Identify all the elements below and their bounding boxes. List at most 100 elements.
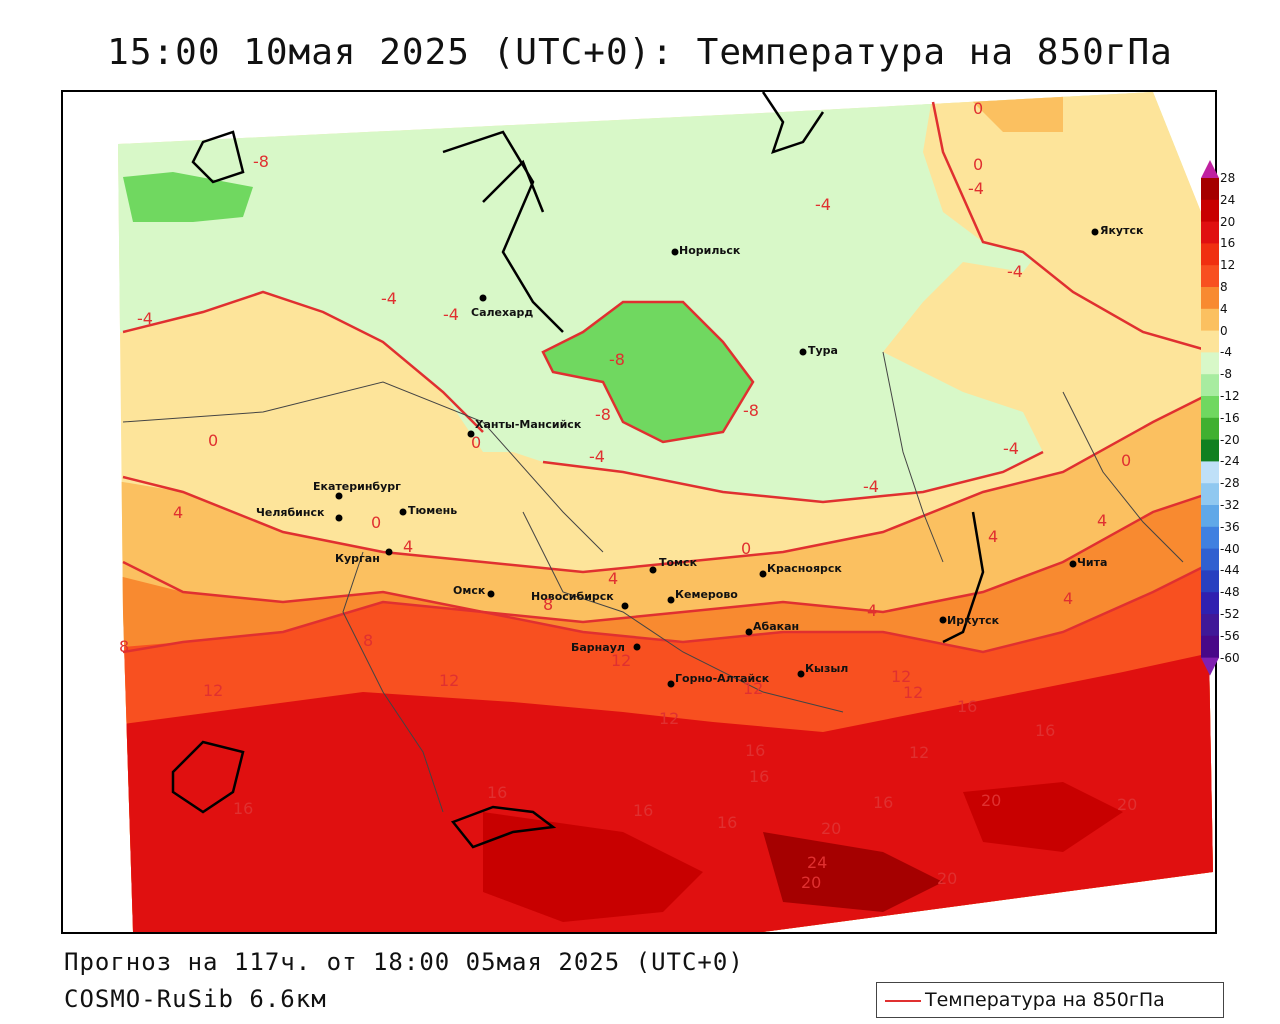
city-label: Якутск bbox=[1100, 224, 1144, 237]
scale-swatch bbox=[1201, 614, 1219, 637]
isoline-label: 20 bbox=[1117, 795, 1137, 814]
scale-swatch bbox=[1201, 439, 1219, 462]
isoline-label: 4 bbox=[1063, 589, 1073, 608]
isoline-label: 20 bbox=[937, 869, 957, 888]
scale-max-arrow bbox=[1201, 160, 1219, 178]
isoline-label: -8 bbox=[595, 405, 611, 424]
scale-swatch bbox=[1201, 330, 1219, 353]
isoline-label: -8 bbox=[743, 401, 759, 420]
scale-tick-label: -60 bbox=[1220, 650, 1240, 665]
isotherm-line-swatch bbox=[885, 1000, 921, 1002]
isoline-label: -8 bbox=[609, 350, 625, 369]
isoline-labels: -8 -4 -4 -4 -4 -4 -8 -8 -8 -4 -4 -4 -4 0… bbox=[119, 99, 1137, 892]
isoline-label: 16 bbox=[957, 697, 977, 716]
map-canvas: Норильск Салехард Тура Якутск Ханты-Манс… bbox=[118, 92, 1214, 932]
isoline-label: -4 bbox=[137, 309, 153, 328]
isoline-label: 16 bbox=[717, 813, 737, 832]
scale-swatch bbox=[1201, 635, 1219, 659]
model-name: COSMO-RuSib 6.6км bbox=[64, 985, 327, 1013]
color-scale-swatches bbox=[1201, 160, 1219, 676]
isoline-label: 4 bbox=[988, 527, 998, 546]
scale-swatch bbox=[1201, 548, 1219, 571]
scale-min-arrow bbox=[1201, 657, 1219, 676]
isoline-label: 16 bbox=[749, 767, 769, 786]
scale-swatch bbox=[1201, 287, 1219, 310]
scale-swatch bbox=[1201, 308, 1219, 332]
isoline-label: 4 bbox=[403, 537, 413, 556]
isoline-label: 16 bbox=[633, 801, 653, 820]
scale-swatch bbox=[1201, 199, 1219, 223]
isoline-label: -4 bbox=[589, 447, 605, 466]
isoline-label: 24 bbox=[807, 853, 827, 872]
city-label: Екатеринбург bbox=[313, 480, 401, 493]
city-label: Омск bbox=[453, 584, 486, 597]
city-label: Иркутск bbox=[947, 614, 1000, 627]
scale-tick-label: -12 bbox=[1220, 389, 1240, 403]
scale-swatch bbox=[1201, 396, 1219, 419]
city-label: Салехард bbox=[471, 306, 533, 319]
coastlines bbox=[171, 92, 985, 849]
scale-tick-label: -48 bbox=[1220, 585, 1240, 600]
city-label: Абакан bbox=[753, 620, 799, 633]
city-label: Норильск bbox=[679, 244, 741, 257]
isoline-label: 0 bbox=[471, 433, 481, 452]
isoline-label: -4 bbox=[381, 289, 397, 308]
scale-swatch bbox=[1201, 483, 1219, 506]
isoline-label: 4 bbox=[173, 503, 183, 522]
map-title: 15:00 10мая 2025 (UTC+0): Температура на… bbox=[107, 32, 1173, 73]
isoline-label: 8 bbox=[119, 637, 129, 656]
scale-tick-label: 8 bbox=[1220, 280, 1228, 294]
scale-swatch bbox=[1201, 352, 1219, 375]
isoline-label: 12 bbox=[891, 667, 911, 686]
scale-tick-label: -20 bbox=[1220, 432, 1240, 447]
isoline-label: 0 bbox=[208, 431, 218, 450]
scale-tick-label: -36 bbox=[1220, 519, 1240, 534]
scale-swatch bbox=[1201, 374, 1219, 397]
isoline-label: 12 bbox=[203, 681, 223, 700]
scale-tick-label: -40 bbox=[1220, 541, 1240, 556]
scale-swatch bbox=[1201, 243, 1219, 266]
city-markers: Норильск Салехард Тура Якутск Ханты-Манс… bbox=[256, 224, 1144, 688]
isotherms bbox=[122, 101, 1214, 654]
scale-swatch bbox=[1201, 417, 1219, 441]
scale-tick-label: 20 bbox=[1220, 214, 1236, 229]
isoline-label: 0 bbox=[973, 155, 983, 174]
scale-swatch bbox=[1201, 505, 1219, 528]
city-label: Томск bbox=[659, 556, 698, 569]
legend-label: Температура на 850гПа bbox=[925, 989, 1165, 1011]
scale-tick-label: 12 bbox=[1220, 258, 1236, 273]
isoline-label: -4 bbox=[815, 195, 831, 214]
city-label: Ханты-Мансийск bbox=[475, 418, 582, 431]
scale-swatch bbox=[1201, 265, 1219, 288]
color-scale-bar bbox=[1201, 160, 1219, 694]
isoline-label: 12 bbox=[743, 679, 763, 698]
isoline-label: 16 bbox=[233, 799, 253, 818]
scale-tick-label: -28 bbox=[1220, 476, 1240, 491]
forecast-info: Прогноз на 117ч. от 18:00 05мая 2025 (UT… bbox=[64, 948, 744, 976]
isoline-label: 12 bbox=[611, 651, 631, 670]
temperature-map[interactable]: Норильск Салехард Тура Якутск Ханты-Манс… bbox=[61, 90, 1217, 934]
city-label: Тура bbox=[808, 344, 838, 357]
scale-swatch bbox=[1201, 178, 1219, 201]
isoline-label: -4 bbox=[1007, 262, 1023, 281]
scale-swatch bbox=[1201, 526, 1219, 550]
scale-swatch bbox=[1201, 570, 1219, 593]
isoline-label: 20 bbox=[981, 791, 1001, 810]
isoline-label: 0 bbox=[1121, 451, 1131, 470]
isoline-label: 12 bbox=[903, 683, 923, 702]
scale-swatch bbox=[1201, 461, 1219, 484]
isoline-label: -4 bbox=[443, 305, 459, 324]
city-label: Чита bbox=[1077, 556, 1107, 569]
isoline-label: 8 bbox=[543, 595, 553, 614]
isoline-label: 16 bbox=[487, 783, 507, 802]
scale-tick-label: 28 bbox=[1220, 171, 1236, 185]
isoline-label: 16 bbox=[745, 741, 765, 760]
scale-tick-label: -4 bbox=[1220, 345, 1232, 360]
admin-borders bbox=[122, 351, 1184, 813]
isoline-label: 16 bbox=[1035, 721, 1055, 740]
city-label: Кемерово bbox=[675, 588, 738, 601]
scale-swatch bbox=[1201, 221, 1219, 244]
isoline-label: 8 bbox=[363, 631, 373, 650]
scale-tick-label: 24 bbox=[1220, 192, 1236, 207]
scale-tick-label: 0 bbox=[1220, 323, 1228, 338]
